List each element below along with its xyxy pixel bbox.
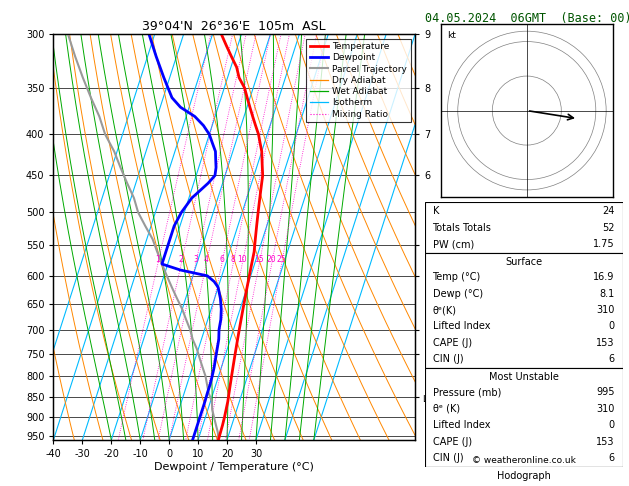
Text: Lifted Index: Lifted Index — [433, 321, 490, 331]
Text: Pressure (mb): Pressure (mb) — [433, 387, 501, 398]
Text: θᵉ(K): θᵉ(K) — [433, 305, 457, 315]
Text: 20: 20 — [267, 255, 277, 264]
Text: 310: 310 — [596, 305, 615, 315]
Text: kt: kt — [447, 31, 456, 40]
Text: 10: 10 — [237, 255, 247, 264]
Text: CIN (J): CIN (J) — [433, 453, 463, 463]
Text: © weatheronline.co.uk: © weatheronline.co.uk — [472, 456, 576, 465]
Title: 39°04'N  26°36'E  105m  ASL: 39°04'N 26°36'E 105m ASL — [143, 20, 326, 33]
Text: 4: 4 — [204, 255, 209, 264]
Text: K: K — [433, 206, 439, 216]
Text: CIN (J): CIN (J) — [433, 354, 463, 364]
Bar — [425, 202, 623, 253]
Text: 2: 2 — [179, 255, 184, 264]
Text: 8: 8 — [231, 255, 235, 264]
Text: Surface: Surface — [505, 257, 542, 267]
Text: PW (cm): PW (cm) — [433, 239, 474, 249]
Text: 25: 25 — [277, 255, 286, 264]
Text: CAPE (J): CAPE (J) — [433, 436, 472, 447]
Bar — [425, 368, 623, 467]
Text: 6: 6 — [609, 354, 615, 364]
Text: 153: 153 — [596, 436, 615, 447]
Text: 15: 15 — [254, 255, 264, 264]
Text: Dewp (°C): Dewp (°C) — [433, 289, 482, 298]
Text: Totals Totals: Totals Totals — [433, 223, 491, 233]
Bar — [425, 467, 623, 486]
Text: 6: 6 — [609, 453, 615, 463]
Text: 52: 52 — [603, 223, 615, 233]
Text: 8.1: 8.1 — [599, 289, 615, 298]
X-axis label: Dewpoint / Temperature (°C): Dewpoint / Temperature (°C) — [154, 462, 314, 471]
Text: 0: 0 — [609, 321, 615, 331]
Text: θᵉ (K): θᵉ (K) — [433, 404, 460, 414]
Text: Hodograph: Hodograph — [497, 471, 550, 481]
Text: Mixing Ratio (g/kg): Mixing Ratio (g/kg) — [446, 243, 455, 329]
Text: 310: 310 — [596, 404, 615, 414]
Text: 1.75: 1.75 — [593, 239, 615, 249]
Bar — [425, 253, 623, 368]
Text: 153: 153 — [596, 338, 615, 348]
Text: LCL: LCL — [422, 395, 438, 404]
Text: 04.05.2024  06GMT  (Base: 00): 04.05.2024 06GMT (Base: 00) — [425, 12, 629, 25]
Text: Lifted Index: Lifted Index — [433, 420, 490, 430]
Text: CAPE (J): CAPE (J) — [433, 338, 472, 348]
Text: 24: 24 — [603, 206, 615, 216]
Text: 16.9: 16.9 — [593, 272, 615, 282]
Text: 6: 6 — [220, 255, 224, 264]
Text: 0: 0 — [609, 420, 615, 430]
Text: 995: 995 — [596, 387, 615, 398]
Y-axis label: km
ASL: km ASL — [433, 228, 455, 246]
Text: 1: 1 — [155, 255, 160, 264]
Text: Most Unstable: Most Unstable — [489, 372, 559, 382]
Legend: Temperature, Dewpoint, Parcel Trajectory, Dry Adiabat, Wet Adiabat, Isotherm, Mi: Temperature, Dewpoint, Parcel Trajectory… — [306, 38, 411, 122]
Text: 3: 3 — [193, 255, 198, 264]
Text: Temp (°C): Temp (°C) — [433, 272, 481, 282]
